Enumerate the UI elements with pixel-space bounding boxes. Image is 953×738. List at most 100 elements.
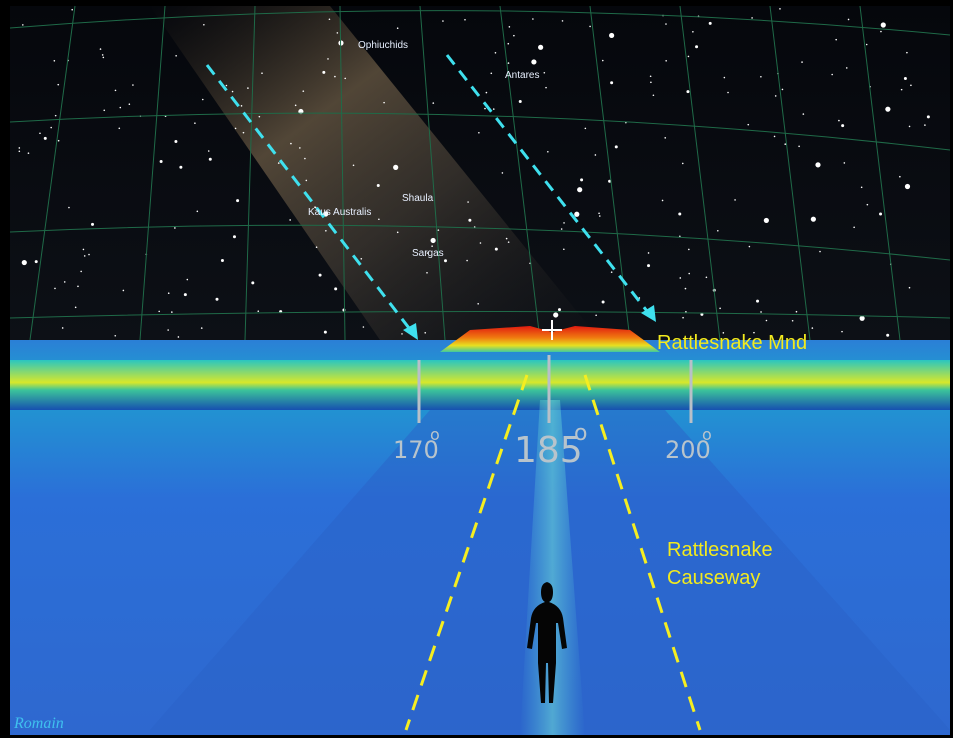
star xyxy=(610,271,613,273)
star xyxy=(518,99,522,103)
causeway-label: Rattlesnake xyxy=(667,539,773,561)
star xyxy=(74,306,77,309)
star xyxy=(432,102,435,104)
star xyxy=(167,292,170,295)
star xyxy=(756,299,760,303)
star xyxy=(325,229,327,232)
star xyxy=(39,132,41,135)
star xyxy=(442,20,444,22)
star xyxy=(815,162,821,168)
degree-sign: o xyxy=(430,425,440,444)
star xyxy=(904,183,911,190)
star xyxy=(158,310,160,313)
star xyxy=(906,51,908,54)
star xyxy=(494,51,497,54)
star xyxy=(501,172,504,174)
star xyxy=(179,165,183,169)
star xyxy=(791,319,794,322)
star xyxy=(802,113,805,115)
star xyxy=(678,212,682,216)
star xyxy=(601,300,605,304)
star xyxy=(68,206,70,209)
star xyxy=(43,136,47,140)
star xyxy=(437,229,440,231)
star xyxy=(574,211,580,217)
star xyxy=(119,106,122,109)
star xyxy=(765,319,768,322)
star xyxy=(302,90,305,92)
star xyxy=(467,201,469,203)
star xyxy=(598,212,600,215)
star xyxy=(924,124,926,126)
star xyxy=(647,264,651,268)
star xyxy=(426,271,428,274)
star xyxy=(175,54,177,57)
azimuth-label: 170 xyxy=(393,436,439,464)
star xyxy=(722,332,725,334)
star xyxy=(705,276,708,279)
star xyxy=(910,84,912,87)
star xyxy=(304,157,306,160)
star xyxy=(774,95,777,97)
star xyxy=(240,105,243,107)
star xyxy=(708,21,712,25)
star xyxy=(83,255,86,257)
star xyxy=(760,75,762,78)
terrain-band xyxy=(10,360,950,410)
star xyxy=(900,88,903,91)
star xyxy=(649,75,652,78)
star xyxy=(859,315,865,321)
star xyxy=(290,142,292,145)
star xyxy=(798,145,800,148)
star xyxy=(234,127,237,130)
star xyxy=(513,34,515,37)
star xyxy=(801,61,803,63)
star xyxy=(401,333,403,335)
star xyxy=(479,242,482,244)
causeway-ridge xyxy=(520,400,585,735)
star xyxy=(494,247,498,251)
star xyxy=(853,226,855,229)
star xyxy=(318,273,322,277)
star xyxy=(57,139,60,142)
star xyxy=(91,222,95,226)
sky-grid xyxy=(9,5,951,341)
star xyxy=(563,222,565,224)
star xyxy=(183,293,187,297)
star xyxy=(477,303,479,305)
star xyxy=(584,127,587,130)
star xyxy=(608,179,612,183)
star xyxy=(289,219,291,221)
star xyxy=(396,231,399,234)
star xyxy=(88,253,90,256)
star xyxy=(781,88,784,91)
star xyxy=(843,162,846,164)
star xyxy=(196,210,199,213)
star xyxy=(167,329,169,331)
star xyxy=(685,311,687,313)
star xyxy=(215,297,219,301)
star xyxy=(760,311,762,313)
star xyxy=(360,257,363,260)
star xyxy=(609,32,615,39)
star xyxy=(53,59,56,62)
star xyxy=(478,131,480,134)
star xyxy=(865,43,868,46)
star xyxy=(277,162,280,164)
star xyxy=(257,310,260,313)
star xyxy=(795,310,798,313)
star xyxy=(21,259,27,266)
star xyxy=(336,32,339,34)
star xyxy=(687,55,690,58)
star xyxy=(727,91,729,94)
star xyxy=(577,187,583,193)
star xyxy=(682,316,684,319)
star xyxy=(174,227,176,229)
star xyxy=(553,312,559,318)
star xyxy=(589,25,591,28)
star xyxy=(719,307,721,310)
star xyxy=(344,77,347,80)
star xyxy=(132,84,134,86)
star xyxy=(378,218,380,221)
star xyxy=(601,59,604,62)
